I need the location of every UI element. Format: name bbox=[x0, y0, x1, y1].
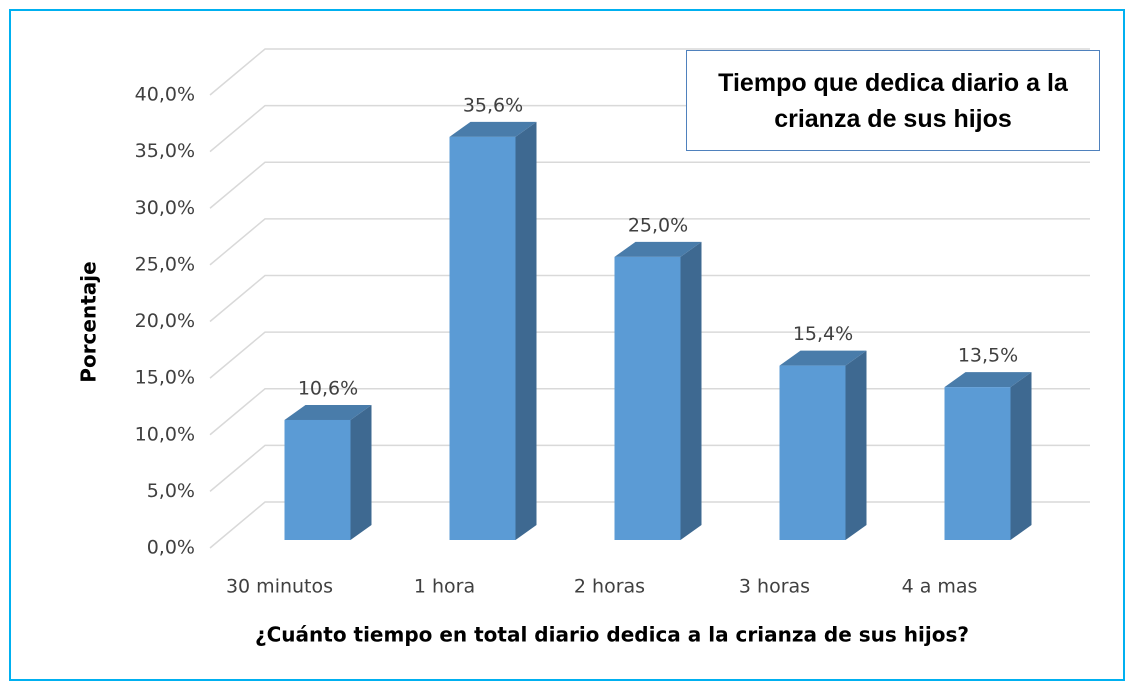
x-tick-label: 4 a mas bbox=[902, 576, 978, 598]
y-tick-label: 20,0% bbox=[135, 310, 195, 332]
y-tick-label: 15,0% bbox=[135, 367, 195, 389]
bar-front bbox=[779, 365, 846, 540]
bar-front bbox=[944, 387, 1011, 540]
x-axis-title: ¿Cuánto tiempo en total diario dedica a … bbox=[255, 623, 969, 647]
bar bbox=[779, 350, 867, 540]
bar-front bbox=[614, 256, 681, 540]
y-axis-title: Porcentaje bbox=[77, 261, 101, 382]
value-label: 13,5% bbox=[958, 345, 1018, 367]
y-tick-label: 25,0% bbox=[135, 253, 195, 275]
value-label: 35,6% bbox=[463, 94, 523, 116]
y-tick-label: 5,0% bbox=[147, 480, 195, 502]
grid-line bbox=[209, 48, 1090, 96]
chart-title: Tiempo que dedica diario a la crianza de… bbox=[686, 50, 1100, 151]
bar-side bbox=[845, 350, 867, 540]
grid-line bbox=[209, 218, 1090, 266]
y-tick-label: 35,0% bbox=[135, 140, 195, 162]
grid-line bbox=[209, 331, 1090, 379]
value-label: 25,0% bbox=[628, 214, 688, 236]
bar-side bbox=[680, 241, 702, 540]
bar-top bbox=[449, 121, 537, 137]
bar bbox=[944, 372, 1032, 540]
bar bbox=[284, 404, 372, 540]
bar-top bbox=[284, 404, 372, 420]
grid-line bbox=[209, 274, 1090, 323]
bar-front bbox=[284, 419, 351, 540]
bar-side bbox=[515, 121, 537, 540]
y-tick-label: 10,0% bbox=[135, 423, 195, 445]
y-tick-label: 30,0% bbox=[135, 197, 195, 219]
y-tick-label: 40,0% bbox=[135, 84, 195, 106]
bar-top bbox=[614, 241, 702, 257]
bar-front bbox=[449, 136, 516, 540]
x-tick-label: 3 horas bbox=[739, 576, 810, 598]
bar-top bbox=[779, 350, 867, 366]
bar-side bbox=[1010, 372, 1032, 540]
x-tick-label: 2 horas bbox=[574, 576, 645, 598]
bar-side bbox=[350, 404, 372, 540]
bar bbox=[449, 121, 537, 540]
grid-line bbox=[209, 161, 1090, 209]
value-label: 15,4% bbox=[793, 323, 853, 345]
value-label: 10,6% bbox=[298, 377, 358, 399]
bar-top bbox=[944, 372, 1032, 388]
y-tick-label: 0,0% bbox=[147, 537, 195, 559]
x-tick-label: 1 hora bbox=[414, 576, 475, 598]
x-tick-label: 30 minutos bbox=[226, 576, 333, 598]
bar bbox=[614, 241, 702, 540]
